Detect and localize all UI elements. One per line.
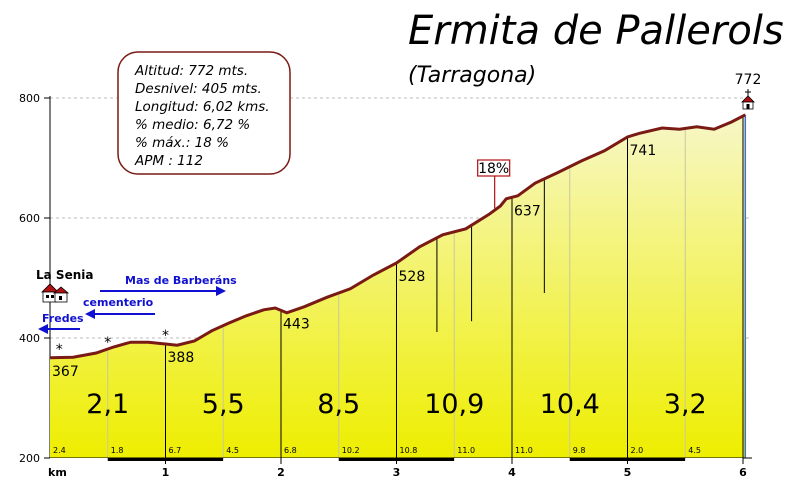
segment-start-altitude-1: 388	[168, 350, 195, 366]
max-gradient-label: 18%	[478, 161, 509, 177]
segment-sub-gradient-5-1: 4.5	[688, 446, 701, 455]
stat-longitud: Longitud: 6,02 kms.	[135, 99, 270, 115]
segment-sub-gradient-1-0: 6.7	[169, 446, 182, 455]
chart-title: Ermita de Pallerols	[408, 8, 784, 54]
x-tick-label-1: 1	[162, 466, 170, 479]
segment-sub-gradient-4-1: 9.8	[573, 446, 586, 455]
chapel-icon	[741, 89, 755, 110]
x-tick-label-5: 5	[624, 466, 632, 479]
segment-sub-gradient-2-0: 6.8	[284, 446, 297, 455]
asterisk-2: *	[162, 328, 169, 344]
x-axis-bar-a-4	[512, 458, 570, 461]
x-tick-label-3: 3	[393, 466, 401, 479]
x-axis-bar-a-5	[627, 458, 686, 461]
segment-gradient-2: 8,5	[317, 389, 360, 420]
y-tick-label-200: 200	[19, 452, 40, 465]
route-label-cementerio: cementerio	[83, 296, 154, 309]
segment-gradient-3: 10,9	[424, 389, 484, 420]
segment-gradient-0: 2,1	[86, 389, 129, 420]
x-axis-bar-b-4	[569, 458, 628, 461]
stats-box: Altitud: 772 mts. Desnivel: 405 mts. Lon…	[117, 51, 291, 175]
segment-sub-gradient-0-1: 1.8	[111, 446, 124, 455]
segment-sub-gradient-5-0: 2.0	[631, 446, 644, 455]
chart-subtitle: (Tarragona)	[408, 63, 536, 88]
stat-apm: APM : 112	[134, 153, 203, 169]
y-tick-label-800: 800	[19, 92, 40, 105]
segment-sub-gradient-0-0: 2.4	[53, 446, 66, 455]
segment-sub-gradient-1-1: 4.5	[226, 446, 239, 455]
segment-gradient-5: 3,2	[664, 389, 707, 420]
route-label-mas-de-barberans: Mas de Barberáns	[125, 274, 237, 287]
stat-pct-max: % máx.: 18 %	[135, 135, 229, 151]
segment-labels: 2,1 367 2.4 1.8 5,5 388 6.7 4.5 8,5 443 6.8 10.2 10,…	[52, 143, 707, 455]
x-tick-label-2: 2	[277, 466, 285, 479]
stat-desnivel: Desnivel: 405 mts.	[135, 81, 262, 97]
max-gradient-marker: 18%	[477, 159, 511, 209]
x-axis-bar-b-3	[454, 458, 512, 461]
arrow-right-icon	[100, 286, 226, 296]
segment-sub-gradient-2-1: 10.2	[342, 446, 360, 455]
x-axis-bar-b-0	[107, 458, 166, 461]
arrow-left-icon	[38, 324, 80, 334]
route-arrows: Mas de Barberáns cementerio Fredes	[38, 274, 237, 334]
stat-pct-medio: % medio: 6,72 %	[135, 117, 250, 133]
segment-sub-gradient-3-1: 11.0	[457, 446, 475, 455]
route-label-fredes: Fredes	[42, 312, 84, 325]
segment-gradient-1: 5,5	[202, 389, 245, 420]
x-axis-bar-b-2	[338, 458, 397, 461]
start-place: La Senia	[36, 268, 93, 303]
profile-line	[49, 113, 746, 360]
asterisk-0: *	[56, 342, 63, 358]
summit-label: 772	[735, 72, 762, 88]
arrow-left-icon	[85, 309, 155, 319]
summit-marker: 772	[735, 72, 762, 110]
segment-start-altitude-0: 367	[52, 364, 79, 380]
segment-start-altitude-3: 528	[399, 269, 426, 285]
x-axis-label: km	[48, 466, 67, 479]
max-gradient-box	[477, 159, 511, 177]
segment-sub-gradient-4-0: 11.0	[515, 446, 533, 455]
x-axis-bar-b-5	[685, 458, 743, 461]
x-axis-bar-b-1	[223, 458, 281, 461]
x-axis-bar-a-1	[165, 458, 224, 461]
segment-gradient-4: 10,4	[540, 389, 600, 420]
y-tick-label-600: 600	[19, 212, 40, 225]
y-tick-label-400: 400	[19, 332, 40, 345]
profile-area	[50, 114, 746, 459]
stat-altitud: Altitud: 772 mts.	[134, 63, 248, 79]
x-tick-label-6: 6	[739, 466, 747, 479]
x-tick-label-4: 4	[508, 466, 516, 479]
x-axis-bar-a-3	[396, 458, 455, 461]
stats-frame	[117, 51, 291, 175]
asterisk-marks: * * *	[56, 328, 169, 358]
km-markers	[107, 114, 747, 458]
segment-start-altitude-4: 637	[514, 203, 541, 219]
x-axis-bar-a-0	[50, 458, 108, 461]
start-place-label: La Senia	[36, 268, 93, 282]
x-axis: 1 2 3 4 5 6	[50, 457, 752, 479]
x-axis-bar-a-2	[281, 458, 339, 461]
segment-sub-gradient-3-0: 10.8	[400, 446, 418, 455]
segment-start-altitude-2: 443	[283, 316, 310, 332]
segment-start-altitude-5: 741	[630, 143, 657, 159]
village-icon	[41, 283, 70, 303]
asterisk-1: *	[104, 335, 111, 351]
